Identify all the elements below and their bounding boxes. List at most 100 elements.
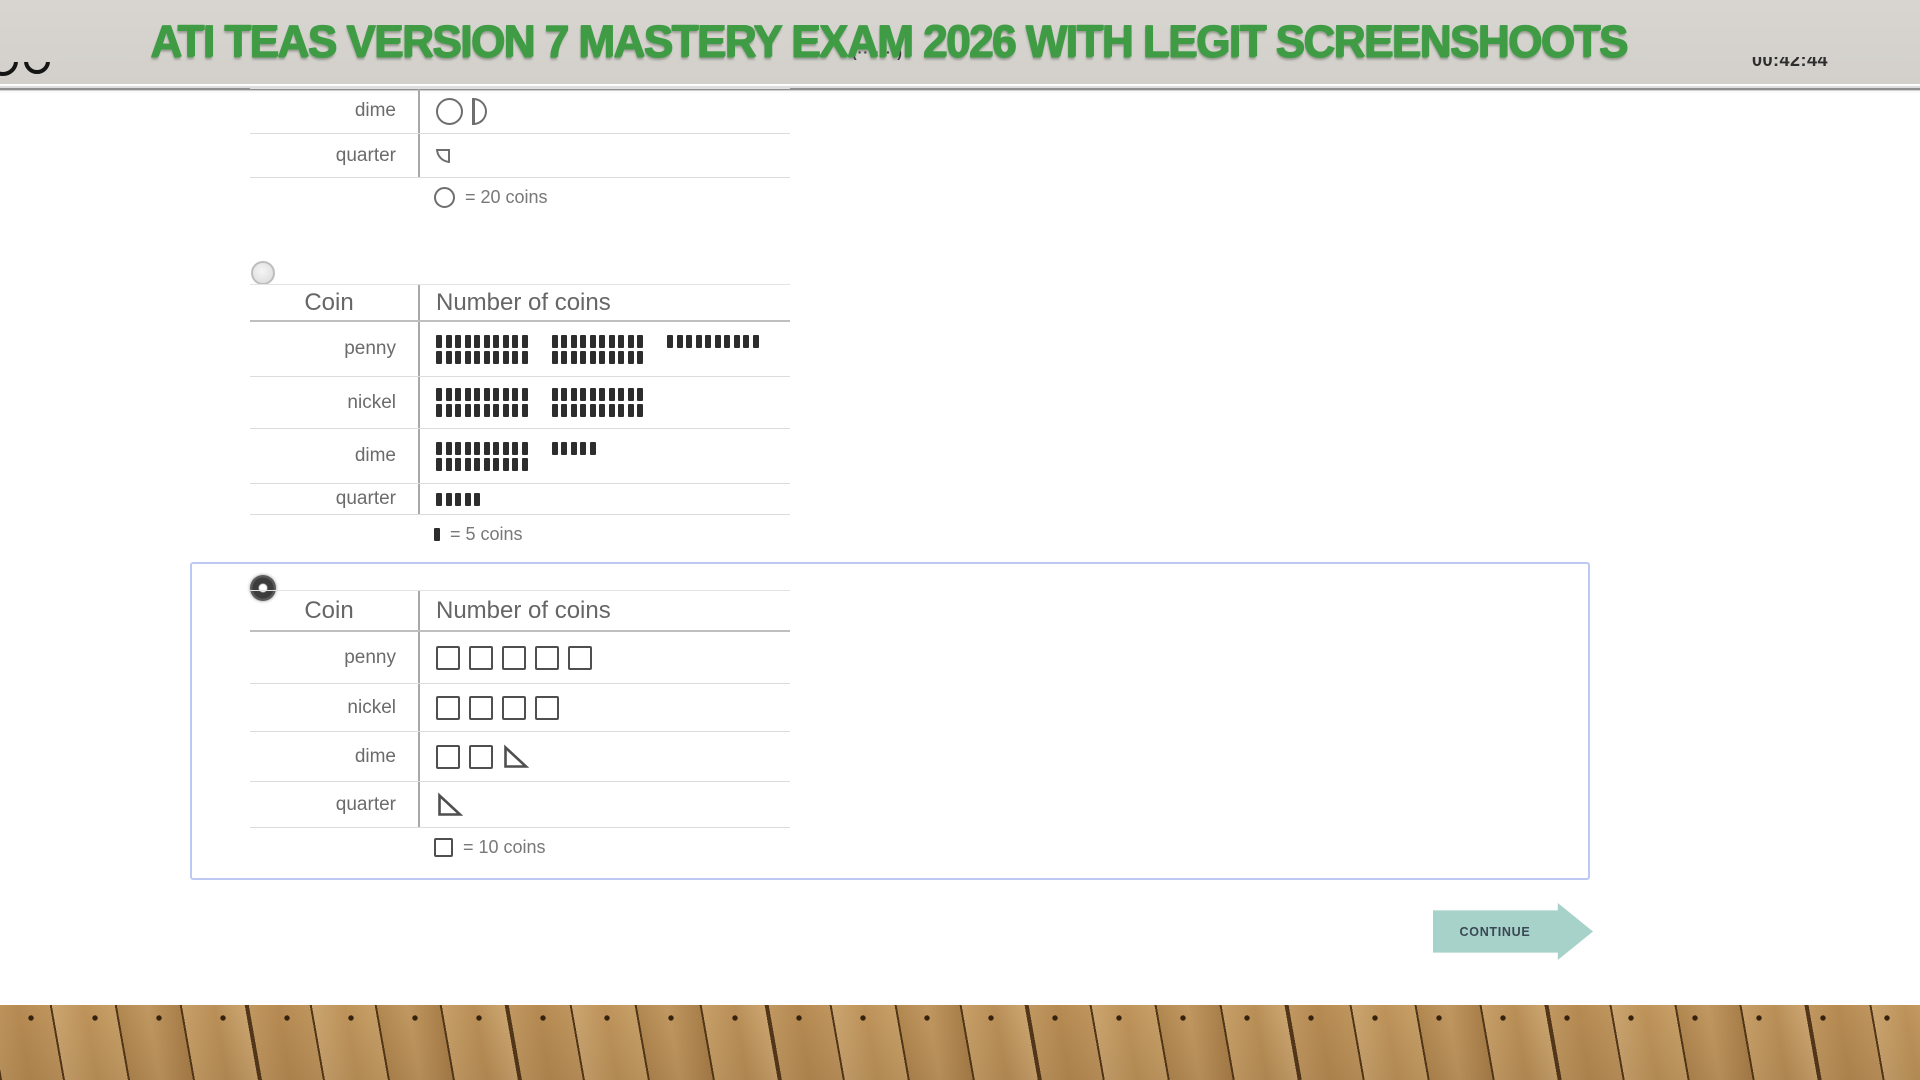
video-title: ATI TEAS VERSION 7 MASTERY EXAM 2026 WIT… [150, 16, 1628, 67]
tally-mark-icon [436, 441, 442, 455]
count-column-header: Number of coins [418, 591, 790, 630]
tally-mark-icon [608, 334, 615, 348]
tally-mark-icon [589, 350, 596, 364]
tally-mark-icon [714, 334, 721, 348]
tally-mark-icon [445, 457, 452, 471]
tally-mark-icon [464, 457, 471, 471]
table-row: dime [250, 88, 790, 134]
tally-mark-icon [637, 404, 643, 417]
partial-circle-glyph [0, 62, 18, 76]
square-icon [469, 744, 493, 769]
window-divider-bar [0, 84, 1920, 93]
coin-label: penny [344, 338, 396, 359]
tally-mark-icon [521, 350, 528, 364]
continue-button[interactable]: CONTINUE [1433, 903, 1593, 960]
tally-mark-icon [637, 350, 643, 364]
answer-option-c-table[interactable]: Coin Number of coins penny nickel dime quarte… [250, 590, 790, 858]
square-icon [436, 744, 460, 769]
option-b-radio[interactable] [251, 261, 275, 285]
coin-label: nickel [347, 391, 396, 413]
tally-mark-icon [521, 457, 528, 471]
tally-mark-icon [455, 441, 461, 455]
answer-option-a-table[interactable]: dime quarter = 20 coins [250, 88, 790, 208]
tally-mark-icon [493, 334, 499, 348]
tally-mark-icon [493, 457, 499, 471]
obscured-watermark-text: (·······) [852, 44, 903, 60]
coin-label: dime [354, 745, 396, 767]
tally-mark-icon [464, 492, 471, 506]
coin-count-cell [418, 134, 790, 177]
tally-mark-icon [618, 404, 624, 417]
tally-mark-icon [512, 334, 518, 348]
tally-mark-icon [464, 350, 471, 364]
table-row: quarter [250, 782, 790, 828]
tally-mark-icon [589, 404, 596, 417]
square-icon [436, 695, 460, 720]
tally-mark-icon [434, 528, 440, 541]
tally-mark-icon [512, 388, 518, 401]
table-header-row: Coin Number of coins [250, 590, 790, 632]
timer-text: 00:42:44 [1752, 57, 1829, 70]
tally-mark-icon [483, 334, 490, 348]
tally-mark-icon [464, 388, 471, 401]
coin-count-cell [418, 322, 790, 376]
tally-mark-icon [752, 334, 759, 348]
square-icon [502, 695, 526, 720]
selected-answer-highlight-box[interactable] [190, 562, 1590, 880]
table-row: quarter [250, 484, 790, 515]
clipped-logo-glyphs [0, 62, 130, 84]
coin-label: quarter [335, 488, 396, 509]
tally-mark-icon [561, 334, 567, 348]
tally-mark-icon [608, 404, 615, 417]
tally-mark-icon [445, 388, 452, 401]
tally-mark-icon [483, 457, 490, 471]
coin-count-cell [418, 632, 790, 683]
continue-label: CONTINUE [1459, 924, 1531, 939]
coin-label: quarter [335, 793, 396, 815]
tally-mark-icon [436, 350, 442, 364]
tally-mark-icon [521, 334, 528, 348]
tally-mark-icon [599, 350, 605, 364]
table-row: dime [250, 732, 790, 782]
tally-mark-icon [580, 350, 586, 364]
tally-mark-icon [599, 334, 605, 348]
table-row: quarter [250, 134, 790, 178]
wood-floor-background [0, 1005, 1920, 1080]
tally-mark-icon [570, 350, 577, 364]
tally-mark-icon [445, 350, 452, 364]
tally-mark-icon [599, 388, 605, 401]
tally-mark-icon [445, 334, 452, 348]
tally-mark-icon [455, 404, 461, 417]
tally-mark-icon [521, 441, 528, 455]
tally-mark-icon [724, 334, 730, 348]
tally-mark-icon [570, 441, 577, 455]
tally-mark-icon [436, 457, 442, 471]
tally-mark-icon [512, 404, 518, 417]
tally-mark-icon [570, 388, 577, 401]
legend-text: = 5 coins [450, 524, 523, 544]
table-row: dime [250, 429, 790, 484]
tally-mark-icon [627, 334, 634, 348]
coin-label: quarter [335, 144, 396, 166]
tally-mark-icon [686, 334, 692, 348]
table-row: nickel [250, 684, 790, 732]
tally-mark-icon [464, 441, 471, 455]
tally-mark-icon [483, 350, 490, 364]
tally-mark-icon [493, 404, 499, 417]
tally-mark-icon [474, 457, 480, 471]
option-c-radio[interactable] [250, 575, 276, 601]
tally-mark-icon [580, 388, 586, 401]
tally-mark-icon [733, 334, 740, 348]
tally-mark-icon [561, 404, 567, 417]
tally-mark-icon [445, 404, 452, 417]
quarter-circle-icon [436, 148, 450, 163]
tally-mark-icon [512, 457, 518, 471]
tally-mark-icon [580, 404, 586, 417]
answer-option-b-table[interactable]: Coin Number of coins penny nickel dime quarte… [250, 284, 790, 545]
tally-mark-icon [551, 404, 558, 417]
tally-mark-icon [618, 334, 624, 348]
coin-label: dime [354, 445, 396, 466]
tally-mark-icon [551, 441, 558, 455]
tally-mark-icon [589, 388, 596, 401]
